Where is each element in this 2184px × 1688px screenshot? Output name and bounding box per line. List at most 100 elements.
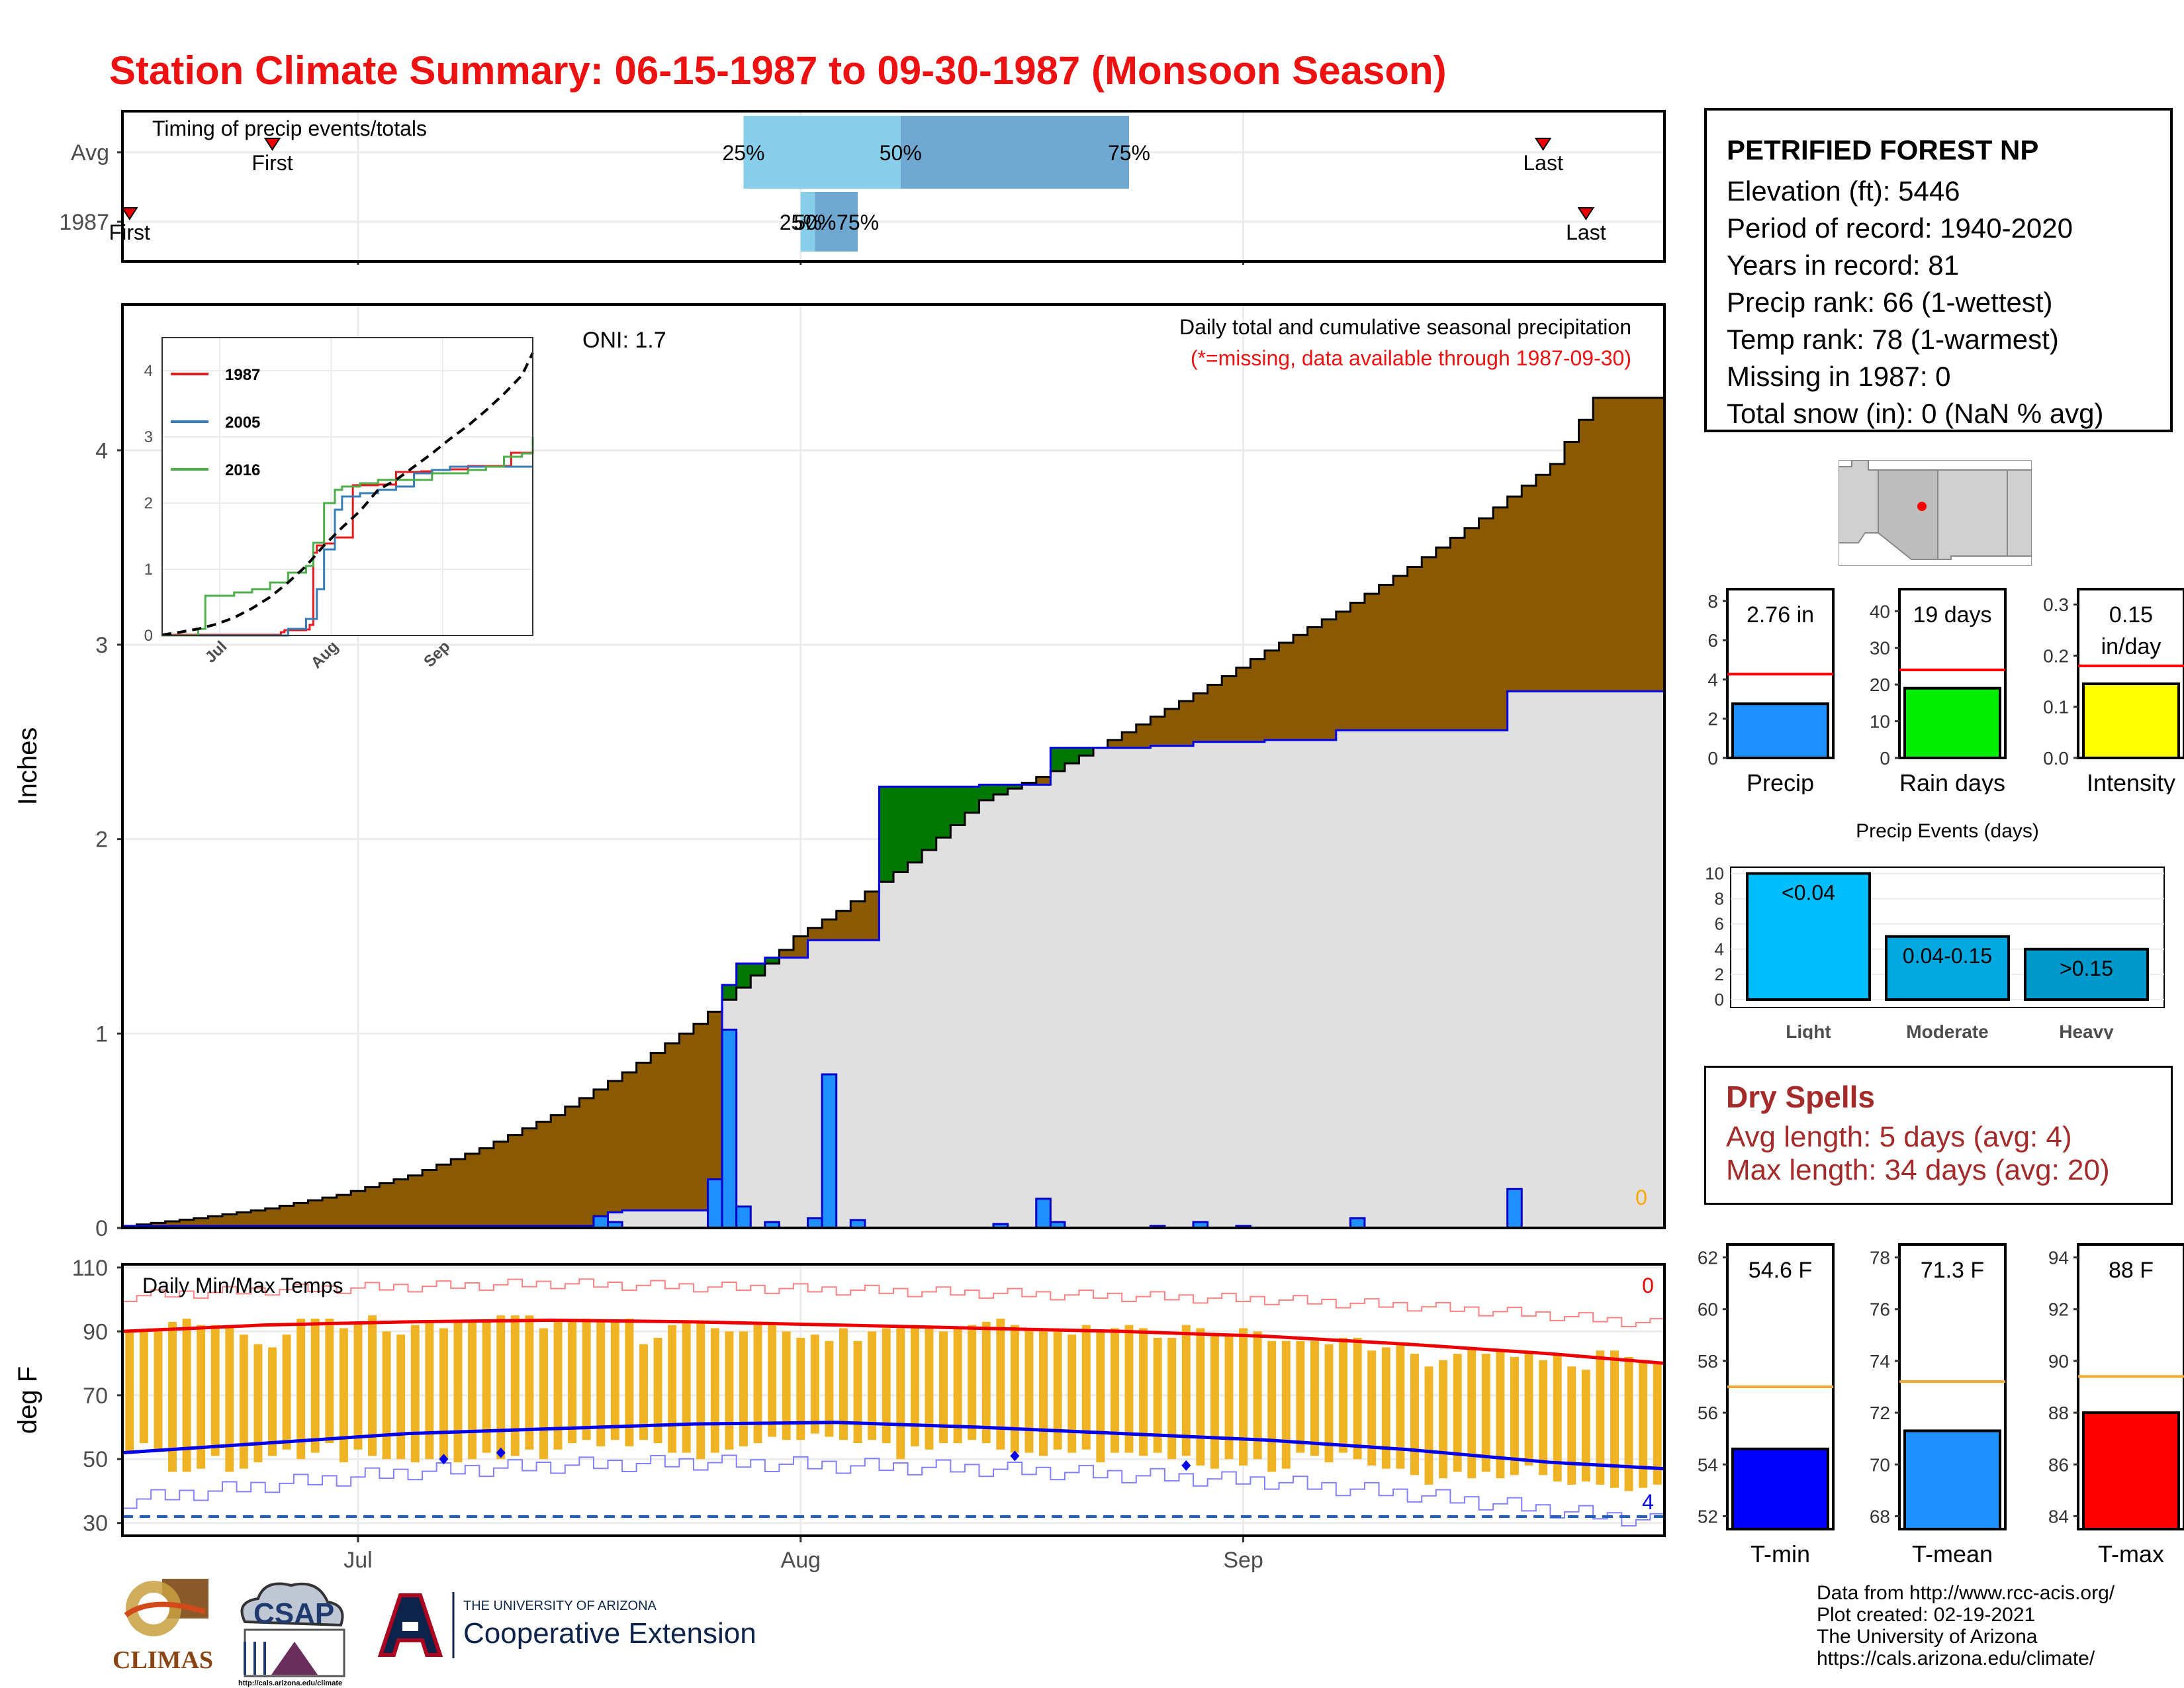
temp-range-bar [768,1325,777,1437]
temp-range-bar [1081,1325,1091,1450]
temp-range-bar [1567,1366,1576,1485]
daily-precip-bar [807,1217,823,1229]
cumulative-1987-area [122,691,1664,1228]
tmin-bar [1731,1447,1829,1530]
temp-range-bar [1624,1356,1633,1491]
daily-precip-bar [821,1073,838,1229]
csap-logo: CSAP http://cals.arizona.edu/climate [238,1582,345,1687]
temp-range-bar [682,1321,691,1453]
record-low-marker [1010,1450,1020,1462]
csap-text: CSAP [253,1597,334,1630]
temp-range-bar [910,1325,919,1446]
temp-range-bar [1424,1366,1433,1485]
climas-logo: CLIMAS [113,1579,213,1674]
precip-ytick-label: 3 [95,633,108,658]
temp-range-bar [368,1315,377,1456]
temp-range-bar [1139,1328,1148,1456]
temp-range-bar [1153,1337,1162,1453]
above-average-area [893,786,909,872]
temps-ytick-label: 50 [83,1447,108,1472]
tmin-ytick-label: 52 [1698,1506,1718,1526]
station-info-panel: PETRIFIED FOREST NP Elevation (ft): 5446… [1704,108,2173,432]
events-ytick-label: 0 [1715,990,1724,1009]
events-bar [1885,935,2010,1001]
timing-row-label: Avg [71,140,109,165]
temps-xtick-label: Sep [1223,1548,1263,1573]
temps-border [121,1263,1666,1537]
tmin-value-label: 54.6 F [1749,1258,1812,1283]
precip_total-ytick-label: 2 [1707,709,1718,729]
tmean-ytick-label: 68 [1870,1506,1890,1526]
events-bar-label: >0.15 [2060,957,2113,980]
temp-range-bar [1310,1340,1319,1456]
temp-range-bar [653,1337,662,1444]
temp-range-bar [1224,1335,1234,1460]
record-low-marker [496,1447,506,1458]
inset-ytick-label: 2 [144,494,153,512]
daily-precip-bar [735,1205,752,1229]
temp-range-bar [268,1347,277,1456]
temp-range-bar [853,1340,862,1444]
temp-range-bar [510,1315,520,1456]
precip_total-ytick-label: 8 [1707,591,1718,612]
precip_total-ytick-label: 0 [1707,748,1718,769]
precip-missing-count: 0 [1635,1186,1647,1209]
temp-range-bar [353,1321,363,1450]
temp-range-bar [1039,1328,1048,1456]
temp-range-bar [1353,1337,1362,1460]
timing-bar-q1 [800,192,815,252]
temp-range-bar [182,1319,191,1472]
temps-ylabel: deg F [13,1366,42,1434]
temp-range-bar [1496,1350,1505,1479]
temps-xtick-label: Aug [781,1548,821,1573]
daily-precip-bar [707,1178,723,1229]
temp-range-bar [1510,1356,1519,1476]
temp-range-bar [753,1325,762,1444]
timing-bar-q2 [900,116,1129,189]
precip-ytick-label: 2 [95,827,108,853]
temps-ytick-label: 30 [83,1511,108,1536]
temp-summary-charts: 52 54 56 58 60 62 54.6 F T-min 68 70 72 74 76 78 71.3 … [1698,1243,2184,1568]
intensity-value-label: in/day [2101,634,2161,659]
temp-range-bar [1381,1347,1390,1469]
temp-range-bar [1281,1340,1291,1469]
tmean-label: T-mean [1912,1540,1993,1568]
temp-range-bar [696,1321,705,1460]
cumulative-1987-line [122,690,1664,1227]
temp-range-bar [1196,1328,1205,1466]
tmax-ytick-label: 90 [2048,1351,2069,1372]
tmax-ytick-label: 92 [2048,1299,2069,1320]
precip-title: Daily total and cumulative seasonal prec… [1179,315,1631,339]
temp-range-bar [239,1335,248,1469]
tmean-value-label: 71.3 F [1921,1258,1984,1283]
dry-spells-title: Dry Spells [1726,1080,1875,1114]
events-bar-label: 0.04-0.15 [1903,944,1992,968]
inset-legend-label: 2016 [225,461,260,479]
temp-range-bar [825,1340,834,1437]
intensity-value-label: 0.15 [2109,602,2153,628]
tmin-ytick-label: 56 [1698,1403,1718,1423]
timing-p25-label: 25% [722,141,764,165]
above-average-area [1079,747,1094,756]
inset-line-2016 [162,437,534,637]
station-snow: Total snow (in): 0 (NaN % avg) [1727,398,2104,429]
precip_total-ytick-label: 4 [1707,669,1718,690]
temp-range-bar [568,1321,577,1444]
temp-range-bar [210,1325,220,1456]
temp-range-bar [953,1328,962,1444]
daily-precip-bar [721,1028,738,1229]
ua-logo: THE UNIVERSITY OF ARIZONA Cooperative Ex… [377,1592,754,1658]
temp-range-bar [296,1319,306,1460]
temp-range-bar [425,1321,434,1460]
temp-range-bar [925,1328,934,1450]
dry-spells-panel: Dry Spells Avg length: 5 days (avg: 4) M… [1704,1066,2173,1205]
timing-p75-label: 75% [1108,141,1150,165]
temp-range-bar [1210,1335,1219,1469]
temp-range-bar [782,1331,791,1440]
station-name: PETRIFIED FOREST NP [1727,134,2039,165]
above-average-area [1007,784,1023,789]
temp-range-bar [439,1328,448,1460]
credit-plot-created: Plot created: 02-19-2021 [1817,1604,2036,1626]
temp-range-bar [168,1321,177,1472]
tmin-label: T-min [1751,1540,1810,1568]
